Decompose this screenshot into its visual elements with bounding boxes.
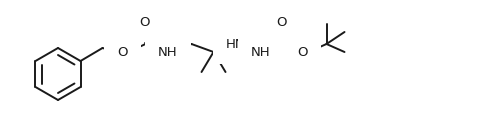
- Text: NH: NH: [251, 46, 270, 59]
- Text: O: O: [139, 16, 150, 29]
- Text: O: O: [297, 46, 308, 59]
- Text: NH: NH: [158, 46, 177, 59]
- Text: O: O: [277, 16, 287, 29]
- Text: HN: HN: [226, 38, 246, 51]
- Text: O: O: [117, 46, 128, 59]
